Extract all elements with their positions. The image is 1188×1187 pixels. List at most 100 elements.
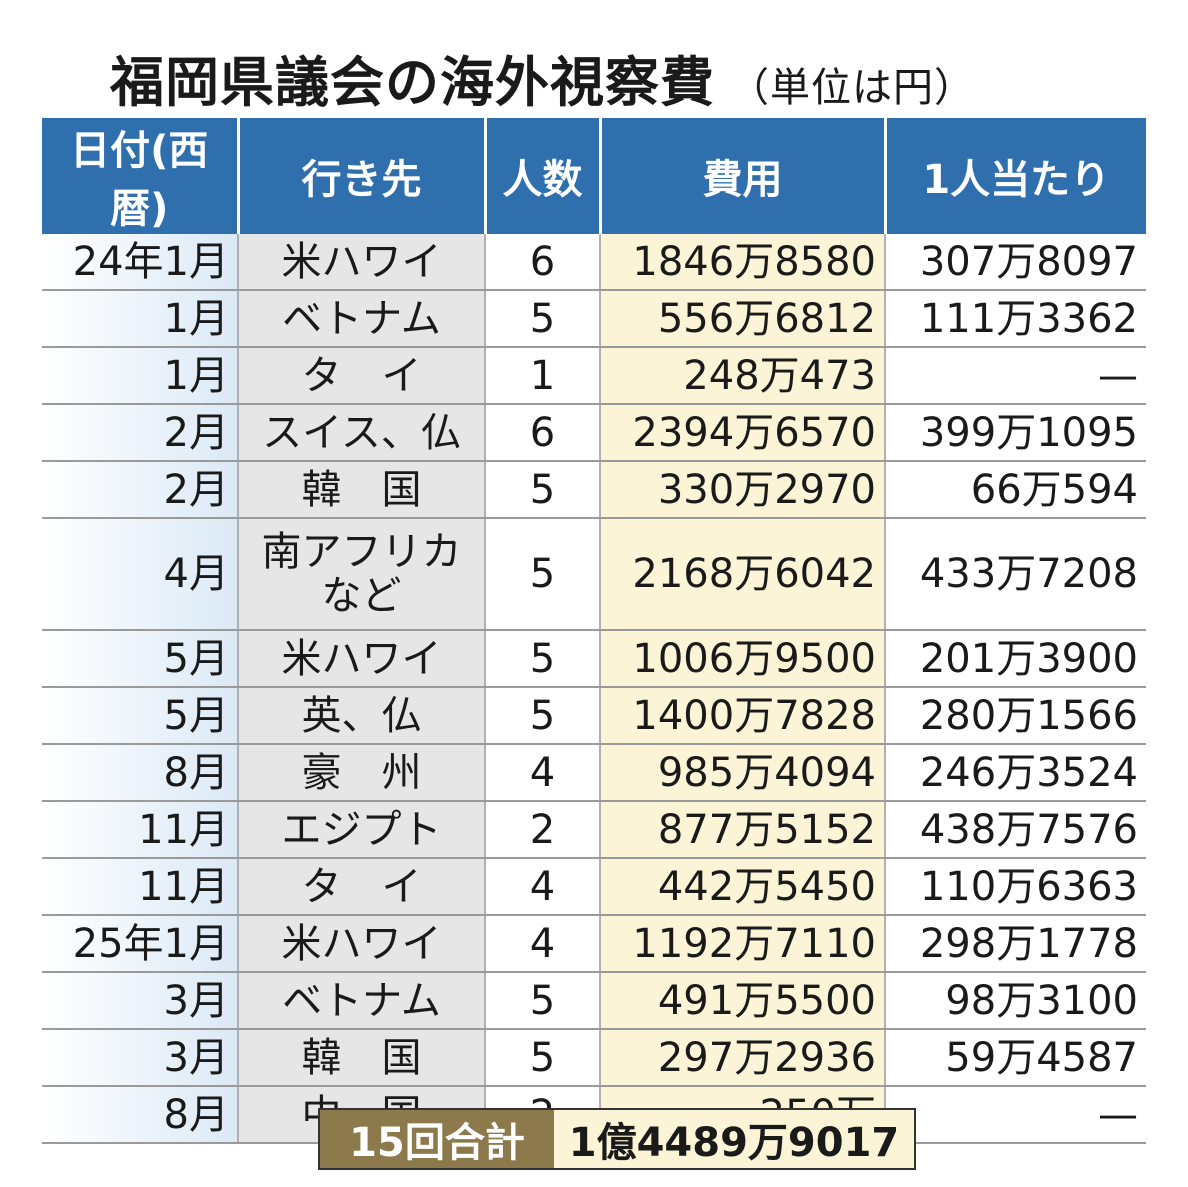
- table-cell: 米ハワイ: [237, 234, 485, 291]
- column-header: 費用: [598, 118, 885, 234]
- table-cell: 438万7576: [884, 801, 1146, 859]
- table-cell: 6: [484, 234, 600, 291]
- table-cell: 5: [484, 630, 600, 688]
- total-bar: 15回合計 1億4489万9017: [318, 1108, 916, 1170]
- table-row: 25年1月 米ハワイ 4 1192万7110 298万1778: [42, 915, 1146, 973]
- table-cell: 2月: [42, 404, 238, 462]
- column-header: 日付(西暦): [42, 118, 238, 234]
- table-cell: 5月: [42, 630, 238, 688]
- expense-table: 日付(西暦) 行き先 人数 費用 1人当たり 24年1月 米ハワイ 6 1846万8580 30…: [42, 118, 1146, 1144]
- table-cell: 韓 国: [237, 1029, 485, 1087]
- table-cell: 6: [484, 404, 600, 462]
- table-row: 1月 ベトナム 5 556万6812 111万3362: [42, 290, 1146, 348]
- table-cell: 5: [484, 518, 600, 631]
- table-cell: 110万6363: [884, 858, 1146, 916]
- table-cell: 330万2970: [599, 461, 885, 519]
- table-row: 5月 英、仏 5 1400万7828 280万1566: [42, 687, 1146, 745]
- total-value: 1億4489万9017: [554, 1110, 914, 1168]
- table-cell: タ イ: [237, 858, 485, 916]
- table-cell: 韓 国: [237, 461, 485, 519]
- table-cell: 4: [484, 744, 600, 802]
- table-row: 3月 ベトナム 5 491万5500 98万3100: [42, 972, 1146, 1030]
- table-cell: 米ハワイ: [237, 915, 485, 973]
- table-cell: エジプト: [237, 801, 485, 859]
- table-cell: 1月: [42, 347, 238, 405]
- table-row: 2月韓 国 5 330万2970 66万594: [42, 461, 1146, 519]
- table-cell: 442万5450: [599, 858, 885, 916]
- table-cell: —: [884, 1086, 1146, 1144]
- table-cell: 5: [484, 1029, 600, 1087]
- table-cell: 25年1月: [42, 915, 238, 973]
- table-cell: 1月: [42, 290, 238, 348]
- total-label: 15回合計: [320, 1110, 554, 1168]
- table-cell: 4月: [42, 518, 238, 631]
- table-cell: 248万473: [599, 347, 885, 405]
- table-cell: 59万4587: [884, 1029, 1146, 1087]
- table-cell: 南アフリカなど: [237, 518, 485, 631]
- table-cell: 5: [484, 461, 600, 519]
- table-cell: 5月: [42, 687, 238, 745]
- table-cell: 1006万9500: [599, 630, 885, 688]
- table-body: 24年1月 米ハワイ 6 1846万8580 307万8097 1月 ベトナム 5 556万68…: [42, 234, 1146, 1144]
- table-cell: 201万3900: [884, 630, 1146, 688]
- table-cell: 3月: [42, 972, 238, 1030]
- table-cell: 246万3524: [884, 744, 1146, 802]
- table-row: 11月タ イ 4 442万5450 110万6363: [42, 858, 1146, 916]
- unit-note: （単位は円）: [729, 65, 975, 111]
- column-header: 1人当たり: [883, 118, 1146, 234]
- table-cell: 297万2936: [599, 1029, 885, 1087]
- table-cell: 4: [484, 858, 600, 916]
- table-cell: 985万4094: [599, 744, 885, 802]
- table-cell: 4: [484, 915, 600, 973]
- table-cell: 2168万6042: [599, 518, 885, 631]
- table-cell: 3月: [42, 1029, 238, 1087]
- table-row: 3月韓 国 5 297万2936 59万4587: [42, 1029, 1146, 1087]
- table-cell: 24年1月: [42, 234, 238, 291]
- table-cell: 5: [484, 972, 600, 1030]
- table-cell: 491万5500: [599, 972, 885, 1030]
- table-row: 4月 南アフリカなど 5 2168万6042 433万7208: [42, 518, 1146, 631]
- table-cell: 豪 州: [237, 744, 485, 802]
- table-cell: 8月: [42, 1086, 238, 1144]
- table-cell: 1846万8580: [599, 234, 885, 291]
- table-cell: ベトナム: [237, 290, 485, 348]
- table-cell: 米ハワイ: [237, 630, 485, 688]
- table-cell: 5: [484, 290, 600, 348]
- table-cell: 280万1566: [884, 687, 1146, 745]
- table-cell: 2394万6570: [599, 404, 885, 462]
- table-cell: 877万5152: [599, 801, 885, 859]
- column-header: 人数: [483, 118, 600, 234]
- column-header: 行き先: [236, 118, 485, 234]
- table-cell: 298万1778: [884, 915, 1146, 973]
- table-row: 5月 米ハワイ 5 1006万9500 201万3900: [42, 630, 1146, 688]
- table-row: 11月 エジプト 2 877万5152 438万7576: [42, 801, 1146, 859]
- table-cell: —: [884, 347, 1146, 405]
- table-cell: 1: [484, 347, 600, 405]
- table-cell: 307万8097: [884, 234, 1146, 291]
- table-cell: 556万6812: [599, 290, 885, 348]
- table-cell: 433万7208: [884, 518, 1146, 631]
- header-row: 日付(西暦) 行き先 人数 費用 1人当たり: [42, 118, 1146, 234]
- title-text: 福岡県議会の海外視察費: [110, 51, 715, 114]
- table-cell: 11月: [42, 858, 238, 916]
- table-cell: ベトナム: [237, 972, 485, 1030]
- table-cell: 1192万7110: [599, 915, 885, 973]
- title: 福岡県議会の海外視察費 （単位は円）: [110, 38, 975, 117]
- table-cell: 8月: [42, 744, 238, 802]
- table-cell: 2: [484, 801, 600, 859]
- table-row: 1月タ イ 1 248万473—: [42, 347, 1146, 405]
- table-row: 2月 スイス、仏 6 2394万6570 399万1095: [42, 404, 1146, 462]
- table-cell: 66万594: [884, 461, 1146, 519]
- table-cell: 英、仏: [237, 687, 485, 745]
- table-cell: 1400万7828: [599, 687, 885, 745]
- table-cell: タ イ: [237, 347, 485, 405]
- table-cell: 98万3100: [884, 972, 1146, 1030]
- table-cell: 5: [484, 687, 600, 745]
- table-cell: 2月: [42, 461, 238, 519]
- table-cell: 11月: [42, 801, 238, 859]
- table-cell: 111万3362: [884, 290, 1146, 348]
- table-cell: 399万1095: [884, 404, 1146, 462]
- table-cell: スイス、仏: [237, 404, 485, 462]
- table-row: 24年1月 米ハワイ 6 1846万8580 307万8097: [42, 234, 1146, 291]
